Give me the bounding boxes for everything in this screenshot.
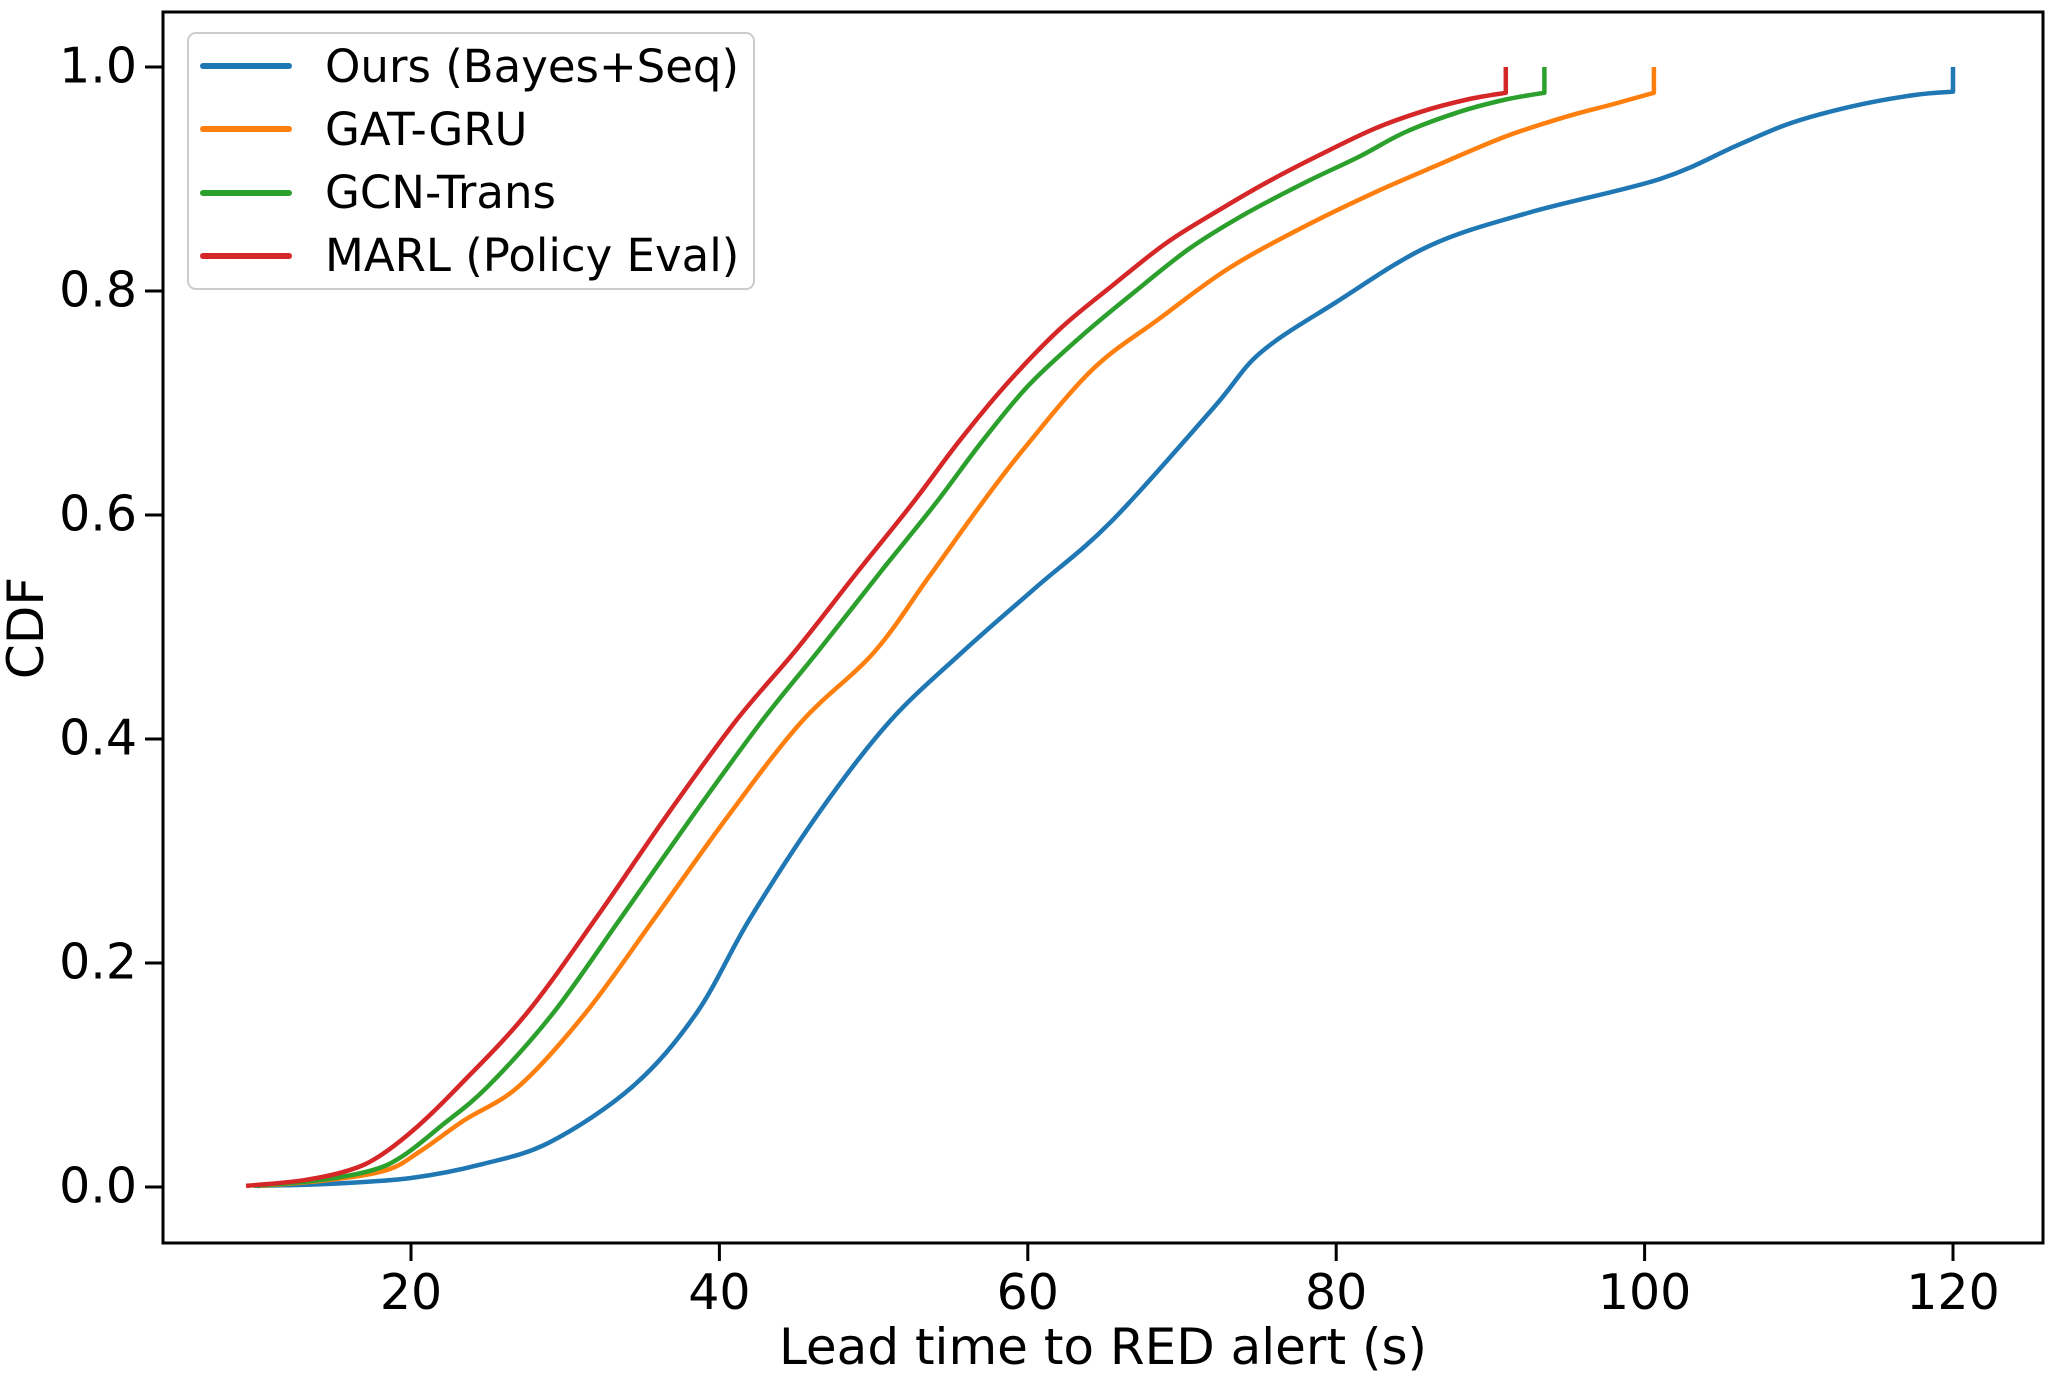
x-tick-label: 100 (1597, 1264, 1692, 1321)
x-tick-label: 60 (996, 1264, 1059, 1321)
legend: Ours (Bayes+Seq) GAT-GRU GCN-Trans MARL … (187, 32, 755, 290)
legend-label: GCN-Trans (325, 166, 556, 220)
legend-label: Ours (Bayes+Seq) (325, 39, 740, 93)
y-axis-label: CDF (0, 576, 55, 679)
x-tick-label: 80 (1305, 1264, 1368, 1321)
x-tick-label: 120 (1906, 1264, 2000, 1321)
legend-line-swatch (200, 126, 292, 133)
y-tick-label: 1.0 (59, 37, 137, 95)
legend-item: MARL (Policy Eval) (189, 225, 753, 287)
legend-label: GAT-GRU (325, 102, 528, 156)
legend-line-swatch (200, 189, 292, 196)
cdf-curve-gat-gru (259, 67, 1657, 1189)
legend-item: Ours (Bayes+Seq) (189, 35, 753, 97)
x-tick-label: 20 (379, 1264, 443, 1321)
y-tick-label: 0.6 (59, 485, 137, 543)
legend-item: GAT-GRU (189, 98, 753, 160)
y-tick-label: 0.4 (59, 709, 137, 767)
cdf-curve-marl-policy-eval (245, 67, 1509, 1189)
legend-label: MARL (Policy Eval) (325, 229, 740, 283)
cdf-curve-ours-bayes-seq (256, 67, 1956, 1189)
legend-line-swatch (200, 63, 292, 70)
y-tick-label: 0.2 (59, 933, 137, 991)
legend-line-swatch (200, 252, 292, 259)
plot-spines (161, 10, 2045, 1245)
legend-item: GCN-Trans (189, 162, 753, 224)
cdf-curve-gcn-trans (253, 67, 1547, 1189)
y-tick-label: 0.8 (59, 261, 137, 319)
x-tick-label: 40 (688, 1264, 751, 1321)
x-axis-label: Lead time to RED alert (s) (778, 1318, 1428, 1376)
y-tick-label: 0.0 (59, 1157, 137, 1215)
